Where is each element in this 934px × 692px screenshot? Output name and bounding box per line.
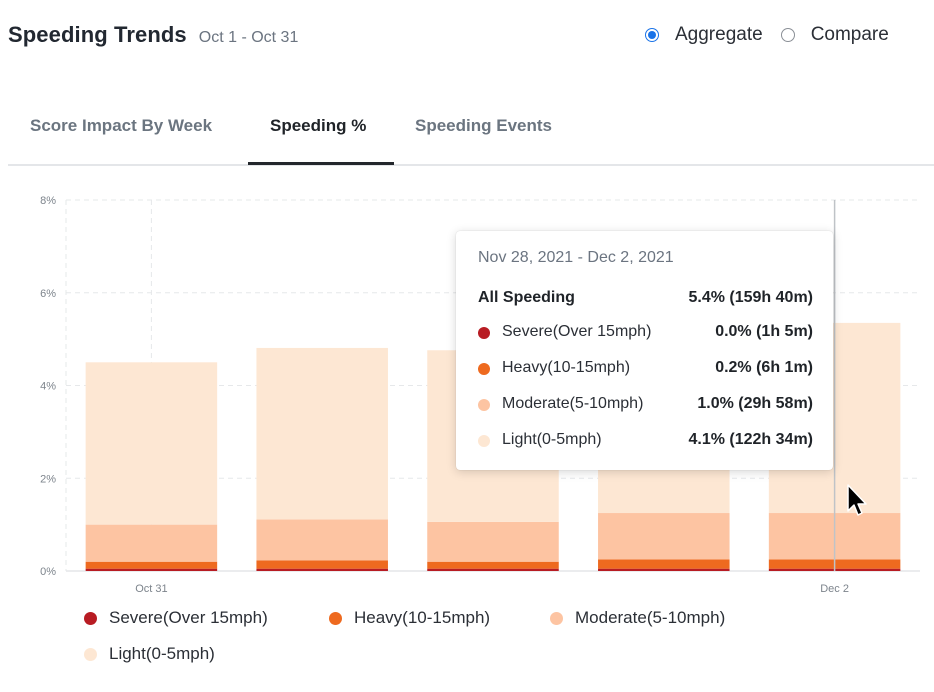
y-tick-label: 2% — [40, 473, 56, 485]
moderate-dot-icon — [478, 399, 490, 411]
moderate-legend-dot-icon — [550, 611, 563, 625]
tooltip-row-value: 0.0% (1h 5m) — [715, 323, 813, 340]
y-tick-label: 4% — [40, 381, 56, 393]
chart-tabs: Score Impact By Week Speeding % Speeding… — [8, 104, 934, 166]
severe-legend-dot-icon — [84, 611, 97, 625]
tooltip-row-label: Light(0-5mph) — [502, 431, 602, 448]
severe-dot-icon — [478, 327, 490, 339]
bar-segment — [427, 568, 559, 571]
tab-speeding-percent[interactable]: Speeding % — [270, 116, 367, 135]
heavy-legend-dot-icon — [329, 611, 342, 625]
light-legend-dot-icon — [84, 647, 97, 661]
bar-segment — [427, 561, 559, 569]
page-title: Speeding Trends — [8, 22, 187, 47]
tooltip-row-heavy: Heavy(10-15mph) 0.2% (6h 1m) — [478, 359, 813, 381]
tooltip-row-label: Severe(Over 15mph) — [502, 323, 652, 340]
bar-segment — [85, 524, 218, 562]
legend-item-severe[interactable]: Severe(Over 15mph) — [84, 608, 268, 628]
compare-radio[interactable] — [780, 28, 795, 42]
tooltip-row-value: 4.1% (122h 34m) — [688, 431, 813, 448]
bar-segment — [256, 568, 388, 571]
legend-label: Severe(Over 15mph) — [109, 608, 268, 627]
bar-segment — [85, 568, 218, 571]
bar-segment — [598, 513, 730, 560]
tab-speeding-events[interactable]: Speeding Events — [415, 116, 552, 135]
tooltip-row-label: All Speeding — [478, 289, 575, 306]
tooltip-row-value: 5.4% (159h 40m) — [688, 289, 813, 306]
view-mode-radio-group: Aggregate Compare — [645, 24, 907, 46]
y-tick-label: 8% — [40, 196, 56, 207]
chart-header: Speeding Trends Oct 1 - Oct 31 — [8, 22, 298, 52]
tooltip-row-moderate: Moderate(5-10mph) 1.0% (29h 58m) — [478, 395, 813, 417]
bar-segment — [427, 521, 559, 562]
tooltip-row-label: Heavy(10-15mph) — [502, 359, 631, 376]
x-tick-label: Dec 2 — [820, 583, 849, 595]
chart-tooltip: Nov 28, 2021 - Dec 2, 2021 All Speeding … — [456, 231, 833, 470]
legend-item-light[interactable]: Light(0-5mph) — [84, 644, 215, 664]
heavy-dot-icon — [478, 363, 490, 375]
aggregate-label[interactable]: Aggregate — [675, 24, 763, 45]
legend-label: Light(0-5mph) — [109, 644, 215, 663]
aggregate-radio[interactable] — [645, 28, 659, 42]
tooltip-row-all-speeding: All Speeding 5.4% (159h 40m) — [478, 289, 813, 311]
tab-score-impact-by-week[interactable]: Score Impact By Week — [30, 116, 213, 135]
compare-option[interactable]: Compare — [780, 24, 889, 46]
legend-label: Moderate(5-10mph) — [575, 608, 726, 627]
bar-segment — [256, 347, 388, 520]
light-dot-icon — [478, 435, 490, 447]
tooltip-row-value: 0.2% (6h 1m) — [715, 359, 813, 376]
active-tab-indicator — [248, 162, 394, 165]
aggregate-option[interactable]: Aggregate — [645, 24, 763, 46]
date-range-label: Oct 1 - Oct 31 — [198, 29, 299, 46]
bar-segment — [256, 560, 388, 569]
tooltip-row-value: 1.0% (29h 58m) — [697, 395, 813, 412]
y-tick-label: 0% — [40, 566, 56, 578]
bar-segment — [598, 568, 730, 571]
compare-label[interactable]: Compare — [810, 24, 889, 45]
bar-segment — [85, 561, 218, 569]
y-tick-label: 6% — [40, 288, 56, 300]
legend-item-moderate[interactable]: Moderate(5-10mph) — [550, 608, 725, 628]
bar-segment — [85, 362, 218, 525]
mouse-pointer-icon — [847, 484, 867, 516]
tooltip-row-label: Moderate(5-10mph) — [502, 395, 644, 412]
bar-segment — [256, 519, 388, 561]
tooltip-row-light: Light(0-5mph) 4.1% (122h 34m) — [478, 431, 813, 453]
tooltip-date: Nov 28, 2021 - Dec 2, 2021 — [478, 249, 674, 266]
legend-item-heavy[interactable]: Heavy(10-15mph) — [329, 608, 490, 628]
legend-label: Heavy(10-15mph) — [354, 608, 491, 627]
x-tick-label: Oct 31 — [135, 583, 167, 595]
bar-segment — [598, 559, 730, 569]
tooltip-row-severe: Severe(Over 15mph) 0.0% (1h 5m) — [478, 323, 813, 345]
